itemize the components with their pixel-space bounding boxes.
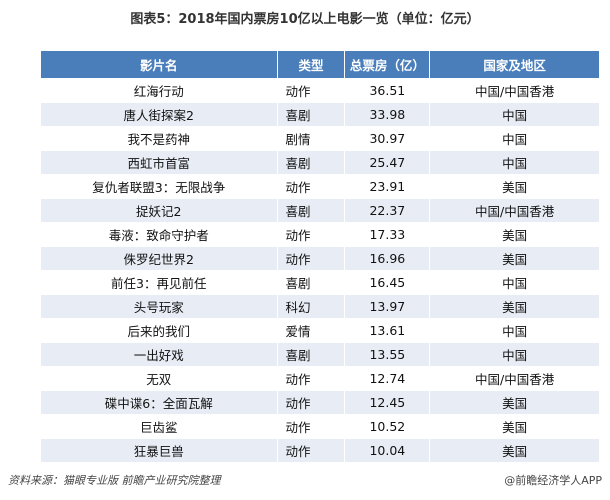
table-cell: 中国: [429, 150, 600, 175]
table-cell: 36.51: [344, 78, 431, 103]
table-row: 红海行动 动作 36.51 中国/中国香港: [40, 78, 600, 103]
table-cell: 动作: [276, 246, 346, 271]
table-body: 红海行动 动作 36.51 中国/中国香港 唐人街探案2 喜剧 33.98 中国 我不是药神 剧情…: [40, 78, 600, 463]
table-row: 西虹市首富 喜剧 25.47 中国: [40, 150, 600, 175]
table-cell: 中国: [429, 270, 600, 295]
table-row: 一出好戏 喜剧 13.55 中国: [40, 342, 600, 367]
table-row: 捉妖记2 喜剧 22.37 中国/中国香港: [40, 198, 600, 223]
table-cell: 美国: [429, 222, 600, 247]
table-cell: 13.97: [344, 294, 431, 319]
table-cell: 喜剧: [276, 270, 346, 295]
table-cell: 中国: [429, 342, 600, 367]
table-cell: 西虹市首富: [40, 150, 278, 175]
table-row: 毒液：致命守护者 动作 17.33 美国: [40, 222, 600, 247]
table-row: 无双 动作 12.74 中国/中国香港: [40, 366, 600, 391]
table-cell: 中国/中国香港: [429, 198, 600, 223]
table-cell: 动作: [276, 222, 346, 247]
table-row: 唐人街探案2 喜剧 33.98 中国: [40, 102, 600, 127]
table-cell: 30.97: [344, 126, 431, 151]
table-cell: 巨齿鲨: [40, 414, 278, 439]
table-cell: 中国: [429, 126, 600, 151]
table-cell: 喜剧: [276, 198, 346, 223]
table-cell: 10.52: [344, 414, 431, 439]
table-cell: 美国: [429, 294, 600, 319]
table-cell: 13.61: [344, 318, 431, 343]
table-cell: 动作: [276, 438, 346, 463]
table-cell: 中国/中国香港: [429, 366, 600, 391]
column-header: 国家及地区: [429, 50, 600, 79]
table-cell: 头号玩家: [40, 294, 278, 319]
table-cell: 动作: [276, 174, 346, 199]
table-cell: 美国: [429, 174, 600, 199]
table-cell: 17.33: [344, 222, 431, 247]
table-cell: 喜剧: [276, 150, 346, 175]
credit: @前瞻经济学人APP: [504, 474, 602, 487]
table-cell: 中国/中国香港: [429, 78, 600, 103]
table-cell: 33.98: [344, 102, 431, 127]
table-cell: 一出好戏: [40, 342, 278, 367]
table-cell: 毒液：致命守护者: [40, 222, 278, 247]
table-cell: 美国: [429, 390, 600, 415]
table-cell: 复仇者联盟3：无限战争: [40, 174, 278, 199]
table-row: 侏罗纪世界2 动作 16.96 美国: [40, 246, 600, 271]
table-cell: 动作: [276, 390, 346, 415]
table-cell: 中国: [429, 318, 600, 343]
table-row: 头号玩家 科幻 13.97 美国: [40, 294, 600, 319]
table-cell: 16.45: [344, 270, 431, 295]
table-cell: 美国: [429, 438, 600, 463]
table-cell: 唐人街探案2: [40, 102, 278, 127]
table-cell: 动作: [276, 414, 346, 439]
table-row: 狂暴巨兽 动作 10.04 美国: [40, 438, 600, 463]
table-cell: 剧情: [276, 126, 346, 151]
table-cell: 23.91: [344, 174, 431, 199]
table-cell: 16.96: [344, 246, 431, 271]
table-cell: 美国: [429, 414, 600, 439]
table-cell: 22.37: [344, 198, 431, 223]
table-cell: 10.04: [344, 438, 431, 463]
source: 资料来源：猫眼专业版 前瞻产业研究院整理: [8, 474, 221, 487]
table-cell: 捉妖记2: [40, 198, 278, 223]
table-cell: 侏罗纪世界2: [40, 246, 278, 271]
table-row: 巨齿鲨 动作 10.52 美国: [40, 414, 600, 439]
table-cell: 25.47: [344, 150, 431, 175]
table-cell: 科幻: [276, 294, 346, 319]
column-header: 总票房（亿）: [344, 50, 431, 79]
table-cell: 喜剧: [276, 102, 346, 127]
table-cell: 碟中谍6：全面瓦解: [40, 390, 278, 415]
table-cell: 前任3：再见前任: [40, 270, 278, 295]
title: 图表5：2018年国内票房10亿以上电影一览（单位：亿元）: [130, 12, 480, 27]
header-row: 影片名 类型 总票房（亿） 国家及地区: [40, 50, 600, 79]
table-row: 后来的我们 爱情 13.61 中国: [40, 318, 600, 343]
table-row: 前任3：再见前任 喜剧 16.45 中国: [40, 270, 600, 295]
table-cell: 爱情: [276, 318, 346, 343]
table-cell: 红海行动: [40, 78, 278, 103]
table-cell: 我不是药神: [40, 126, 278, 151]
table-row: 复仇者联盟3：无限战争 动作 23.91 美国: [40, 174, 600, 199]
table-cell: 12.45: [344, 390, 431, 415]
table-cell: 美国: [429, 246, 600, 271]
table-row: 我不是药神 剧情 30.97 中国: [40, 126, 600, 151]
table-cell: 无双: [40, 366, 278, 391]
table-cell: 13.55: [344, 342, 431, 367]
table-cell: 动作: [276, 366, 346, 391]
column-header: 影片名: [40, 50, 278, 79]
table-cell: 中国: [429, 102, 600, 127]
table: 影片名 类型 总票房（亿） 国家及地区 红海行动 动作 36.51 中国/中国香港 唐人街探案…: [40, 50, 600, 463]
table-cell: 动作: [276, 78, 346, 103]
table-cell: 后来的我们: [40, 318, 278, 343]
table-row: 碟中谍6：全面瓦解 动作 12.45 美国: [40, 390, 600, 415]
table-cell: 12.74: [344, 366, 431, 391]
table-cell: 喜剧: [276, 342, 346, 367]
column-header: 类型: [276, 50, 346, 79]
table-cell: 狂暴巨兽: [40, 438, 278, 463]
